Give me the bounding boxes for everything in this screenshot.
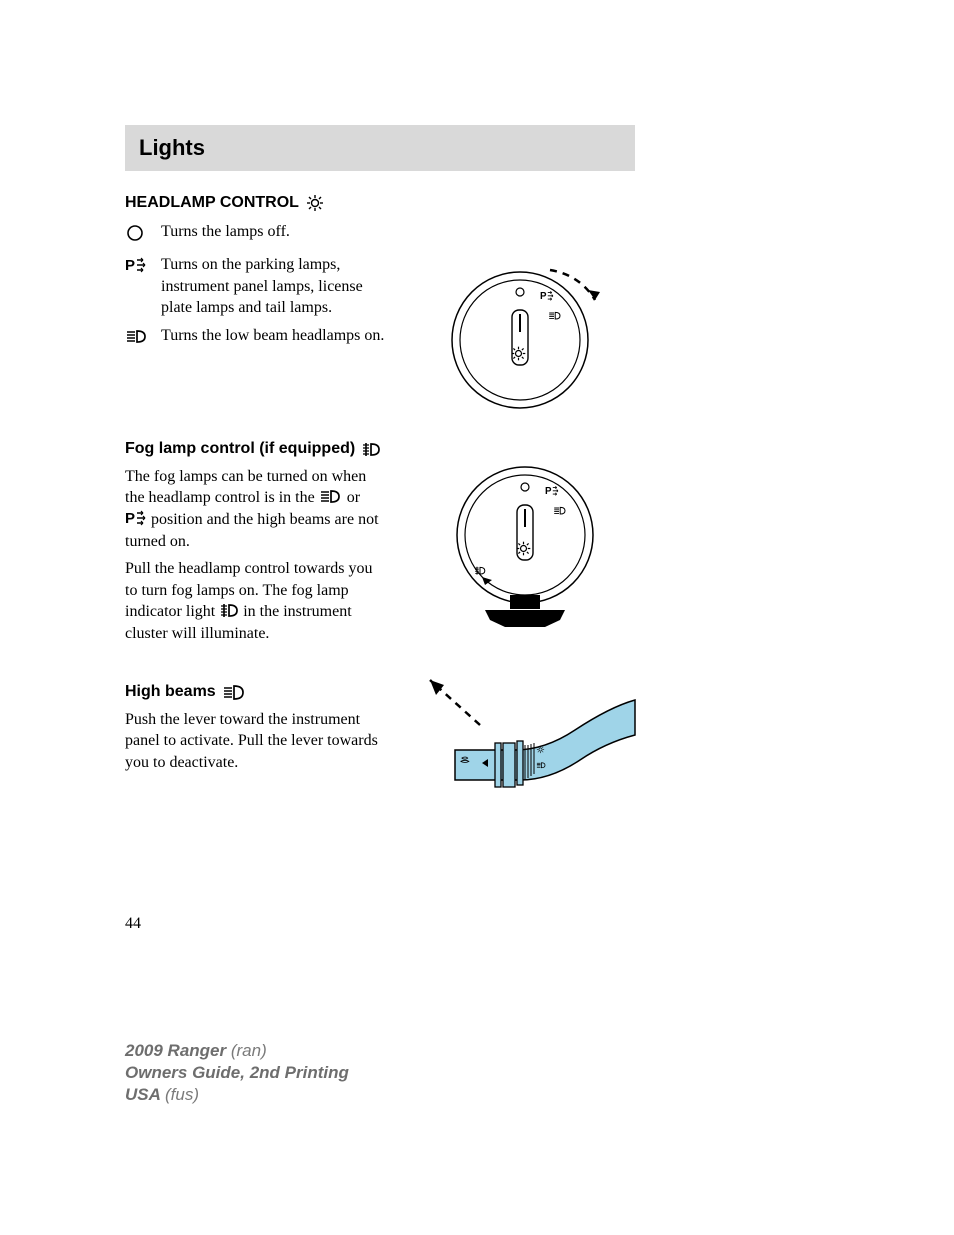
highbeam-lever-figure xyxy=(400,665,640,870)
lowbeam-icon xyxy=(319,487,343,505)
off-icon xyxy=(125,223,145,243)
lowbeam-icon xyxy=(125,327,149,345)
foglamp-icon xyxy=(219,601,239,619)
foglamp-icon xyxy=(361,440,381,458)
highbeam-icon xyxy=(222,683,246,701)
headlamp-dial-figure xyxy=(430,250,630,425)
page-title: Lights xyxy=(139,135,621,161)
headlamp-parking-line: Turns on the parking lamps, instrument p… xyxy=(125,254,385,319)
parking-icon xyxy=(125,509,147,527)
page-header: Lights xyxy=(125,125,635,171)
foglamp-para1: The fog lamps can be turned on when the … xyxy=(125,466,385,552)
sun-icon xyxy=(305,193,325,213)
parking-icon xyxy=(125,256,147,274)
headlamp-heading: HEADLAMP CONTROL xyxy=(125,193,635,213)
foglamp-para2: Pull the headlamp control towards you to… xyxy=(125,558,385,644)
headlamp-lowbeam-line: Turns the low beam headlamps on. xyxy=(125,325,385,350)
headlamp-off-line: Turns the lamps off. xyxy=(125,221,385,248)
foglamp-dial-figure xyxy=(430,455,630,640)
footer: 2009 Ranger (ran) Owners Guide, 2nd Prin… xyxy=(125,1040,349,1106)
page-number: 44 xyxy=(125,915,141,933)
highbeam-para: Push the lever toward the instrument pan… xyxy=(125,709,385,774)
